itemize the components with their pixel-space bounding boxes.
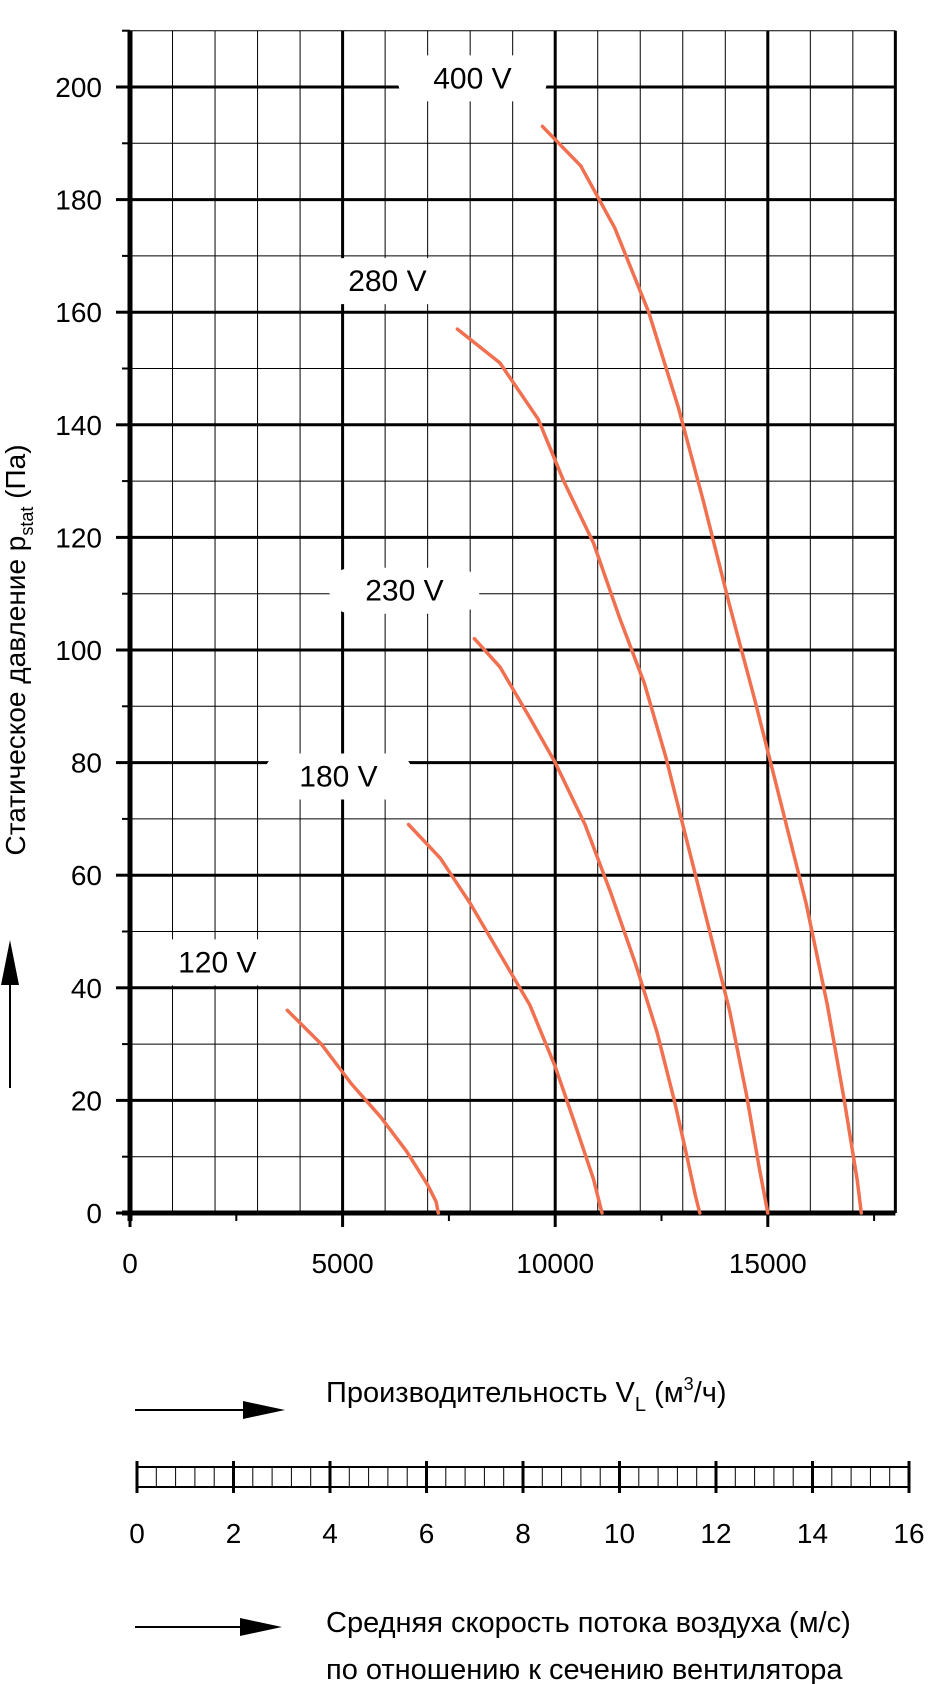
curve-280v xyxy=(455,327,770,1215)
curve-label-bg xyxy=(397,55,548,102)
x-axis-arrow xyxy=(135,1401,285,1419)
curve-label: 120 V xyxy=(178,946,256,979)
curve-230v xyxy=(472,636,702,1215)
axes xyxy=(116,29,896,1227)
speed-tick-label: 2 xyxy=(226,1518,242,1549)
speed-axis-arrow xyxy=(135,1618,282,1636)
curve-label: 230 V xyxy=(365,575,443,608)
x-tick-label: 0 xyxy=(122,1248,138,1279)
y-tick-label: 180 xyxy=(55,185,102,216)
y-tick-label: 100 xyxy=(55,635,102,666)
speed-tick-label: 4 xyxy=(322,1518,338,1549)
speed-tick-label: 6 xyxy=(419,1518,435,1549)
y-axis-title: Статическое давление pstat (Па) xyxy=(0,444,37,855)
speed-axis-title-line2: по отношению к сечению вентилятора xyxy=(326,1654,843,1684)
speed-tick-label: 12 xyxy=(700,1518,731,1549)
y-tick-label: 120 xyxy=(55,522,102,553)
curve-label-bg xyxy=(142,939,293,986)
curve-labels: 120 V 180 V 230 V 280 V 400 V xyxy=(142,55,548,986)
curve-label-bg xyxy=(329,567,480,614)
x-tick-label: 15000 xyxy=(729,1248,807,1279)
curve-120v xyxy=(285,1008,441,1215)
speed-tick-label: 0 xyxy=(129,1518,145,1549)
y-tick-label: 60 xyxy=(71,860,102,891)
speed-axis-title-line1: Средняя скорость потока воздуха (м/с) xyxy=(326,1607,851,1639)
air-speed-scale: 0 2 4 6 8 10 12 14 16 xyxy=(129,1461,925,1549)
grid xyxy=(129,30,897,1214)
y-tick-label: 200 xyxy=(55,72,102,103)
y-tick-label: 160 xyxy=(55,297,102,328)
curve-label-bg xyxy=(263,753,414,800)
curve-label: 400 V xyxy=(433,62,511,95)
y-axis-arrow xyxy=(1,940,19,1088)
x-axis-title-sub: L xyxy=(635,1394,646,1416)
x-axis-title: Производительность VL (м3/ч) xyxy=(326,1374,727,1416)
speed-tick-label: 16 xyxy=(893,1518,924,1549)
y-tick-label: 20 xyxy=(71,1085,102,1116)
curve-label: 280 V xyxy=(348,265,426,298)
tick-labels: 0 20 40 60 80 100 120 140 160 180 200 0 5000 10000 150… xyxy=(55,72,806,1279)
y-tick-label: 140 xyxy=(55,410,102,441)
curves xyxy=(285,124,864,1215)
y-tick-label: 40 xyxy=(71,973,102,1004)
y-tick-label: 0 xyxy=(86,1198,102,1229)
x-tick-label: 10000 xyxy=(516,1248,594,1279)
speed-tick-label: 14 xyxy=(797,1518,828,1549)
x-tick-label: 5000 xyxy=(311,1248,373,1279)
curve-label-bg xyxy=(312,258,463,305)
curve-180v xyxy=(406,822,604,1215)
speed-tick-label: 10 xyxy=(604,1518,635,1549)
curve-label: 180 V xyxy=(299,761,377,794)
curve-400v xyxy=(540,124,864,1215)
speed-tick-label: 8 xyxy=(515,1518,531,1549)
y-axis-title-sub: stat xyxy=(17,507,37,536)
y-tick-label: 80 xyxy=(71,748,102,779)
